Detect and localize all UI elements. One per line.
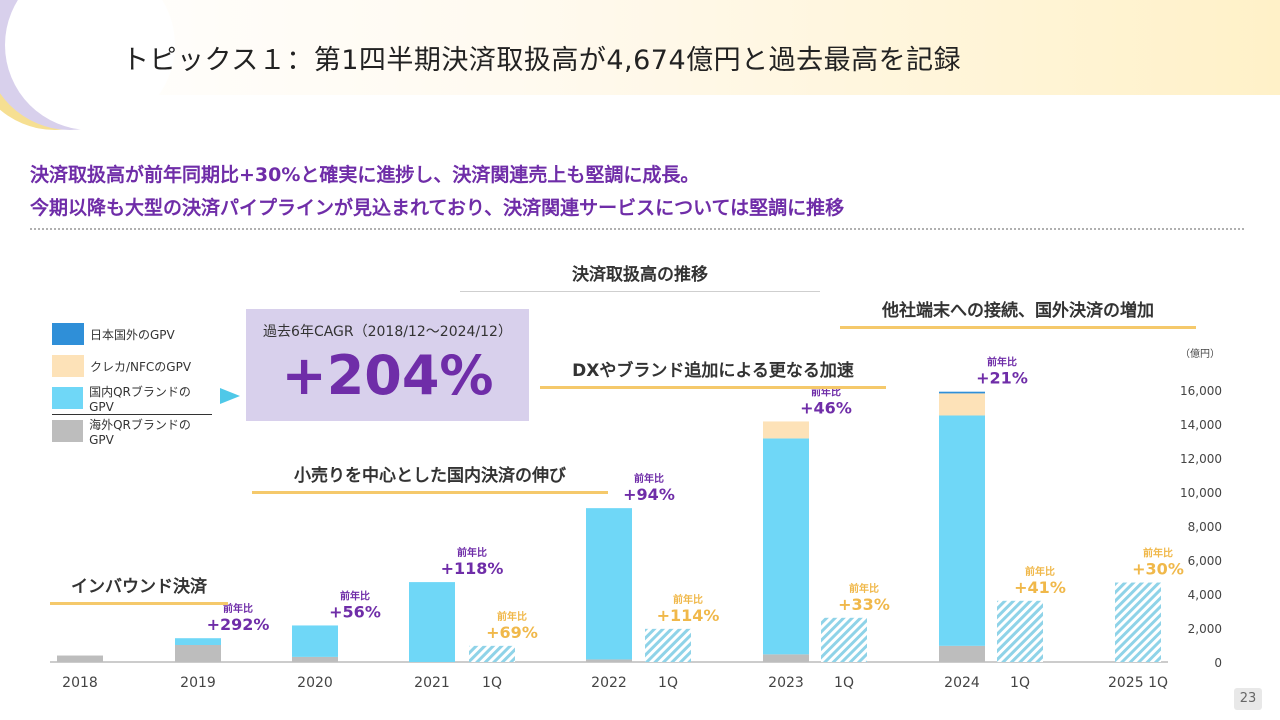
legend-label: 日本国外のGPV — [90, 327, 175, 342]
legend-item-domestic-qr: 国内QRブランドのGPV — [52, 382, 212, 415]
x-tick-label: 2019 — [180, 675, 216, 691]
yoy-value: +41% — [1014, 578, 1066, 597]
bar-overseas-qr — [763, 654, 809, 662]
cagr-value: +204% — [281, 344, 494, 407]
page-title: トピックス１：第1四半期決済取扱高が4,674億円と過去最高を記録 — [122, 45, 962, 76]
page-number: 23 — [1234, 688, 1262, 710]
x-tick-label: 2018 — [62, 675, 98, 691]
yoy-value: +292% — [207, 615, 270, 634]
bar-quarter — [997, 600, 1043, 662]
arrow-right-icon — [220, 388, 240, 404]
yoy-label: 前年比 — [1143, 547, 1173, 560]
legend-label: 国内QRブランドのGPV — [89, 384, 191, 414]
yoy-value: +33% — [838, 595, 890, 614]
yoy-label: 前年比 — [987, 356, 1017, 369]
x-tick-label: 2022 — [591, 675, 627, 691]
legend-swatch — [52, 355, 84, 377]
phase-label-4: 他社端末への接続、国外決済の増加 — [840, 296, 1196, 329]
x-tick-label: 1Q — [1010, 675, 1030, 691]
bar-quarter — [645, 628, 691, 662]
yoy-label: 前年比 — [340, 589, 370, 602]
y-tick-label: 12,000 — [1180, 452, 1222, 466]
cagr-box: 過去6年CAGR（2018/12〜2024/12） +204% — [246, 309, 529, 421]
y-tick-label: 0 — [1214, 656, 1222, 670]
yoy-label: 前年比 — [1025, 565, 1055, 578]
phase-label-1: インバウンド決済 — [50, 572, 228, 605]
legend-swatch — [52, 387, 84, 409]
legend: 日本国外のGPV クレカ/NFCのGPV 国内QRブランドのGPV 海外QRブラ… — [52, 318, 212, 447]
bar-domestic-qr — [939, 415, 985, 646]
yoy-label: 前年比 — [223, 602, 253, 615]
yoy-label: 前年比 — [849, 582, 879, 595]
yoy-label: 前年比 — [634, 472, 664, 485]
lead-line-2: 今期以降も大型の決済パイプラインが見込まれており、決済関連サービスについては堅調… — [30, 197, 845, 219]
section-divider — [30, 228, 1244, 230]
bar-quarter — [821, 617, 867, 662]
bar-card-nfc — [939, 393, 985, 416]
y-axis-unit: （億円） — [1180, 347, 1220, 360]
y-tick-label: 14,000 — [1180, 418, 1222, 432]
x-tick-label: 2020 — [297, 675, 333, 691]
header-band — [0, 0, 1280, 95]
x-tick-label: 2023 — [768, 675, 804, 691]
bar-domestic-qr — [175, 638, 221, 645]
legend-swatch — [52, 323, 84, 345]
bar-domestic-qr — [292, 625, 338, 657]
phase-label-2: 小売りを中心とした国内決済の伸び — [252, 461, 608, 494]
x-tick-label: 1Q — [834, 675, 854, 691]
bar-overseas-qr — [939, 645, 985, 662]
y-tick-label: 10,000 — [1180, 486, 1222, 500]
legend-label: 海外QRブランドのGPV — [89, 417, 191, 447]
bar-quarter — [469, 645, 515, 662]
y-tick-label: 2,000 — [1188, 622, 1222, 636]
bar-overseas-qr — [586, 659, 632, 662]
bar-overseas-qr — [292, 656, 338, 662]
yoy-value: +94% — [623, 485, 675, 504]
yoy-value: +30% — [1132, 560, 1184, 579]
legend-item-card-nfc: クレカ/NFCのGPV — [52, 350, 212, 382]
yoy-label: 前年比 — [673, 593, 703, 606]
x-tick-label: 1Q — [658, 675, 678, 691]
legend-label: クレカ/NFCのGPV — [90, 359, 192, 374]
yoy-label: 前年比 — [457, 546, 487, 559]
y-tick-label: 8,000 — [1188, 520, 1222, 534]
y-tick-label: 4,000 — [1188, 588, 1222, 602]
bar-domestic-qr — [586, 508, 632, 660]
bar-overseas-gpv — [939, 391, 985, 394]
bar-overseas-qr — [175, 645, 221, 662]
yoy-value: +114% — [657, 606, 720, 625]
bar-overseas-qr — [57, 655, 103, 662]
x-tick-label: 2021 — [414, 675, 450, 691]
chart-title: 決済取扱高の推移 — [460, 260, 820, 292]
yoy-value: +46% — [800, 398, 852, 417]
bar-domestic-qr — [409, 582, 455, 662]
legend-item-overseas-qr: 海外QRブランドのGPV — [52, 415, 212, 447]
x-tick-label: 2025 1Q — [1108, 675, 1168, 691]
yoy-value: +21% — [976, 369, 1028, 388]
header-arc-white — [5, 0, 175, 130]
yoy-value: +69% — [486, 623, 538, 642]
x-tick-label: 2024 — [944, 675, 980, 691]
yoy-value: +56% — [329, 602, 381, 621]
bar-quarter — [1115, 582, 1161, 662]
bar-card-nfc — [763, 421, 809, 439]
phase-label-3: DXやブランド追加による更なる加速 — [540, 356, 886, 389]
bar-domestic-qr — [763, 438, 809, 655]
legend-item-overseas-gpv: 日本国外のGPV — [52, 318, 212, 350]
y-tick-label: 6,000 — [1188, 554, 1222, 568]
y-tick-label: 16,000 — [1180, 384, 1222, 398]
yoy-value: +118% — [441, 559, 504, 578]
cagr-label: 過去6年CAGR（2018/12〜2024/12） — [263, 324, 512, 340]
yoy-label: 前年比 — [497, 610, 527, 623]
lead-line-1: 決済取扱高が前年同期比+30%と確実に進捗し、決済関連売上も堅調に成長。 — [30, 164, 700, 186]
x-tick-label: 1Q — [482, 675, 502, 691]
legend-swatch — [52, 420, 84, 442]
